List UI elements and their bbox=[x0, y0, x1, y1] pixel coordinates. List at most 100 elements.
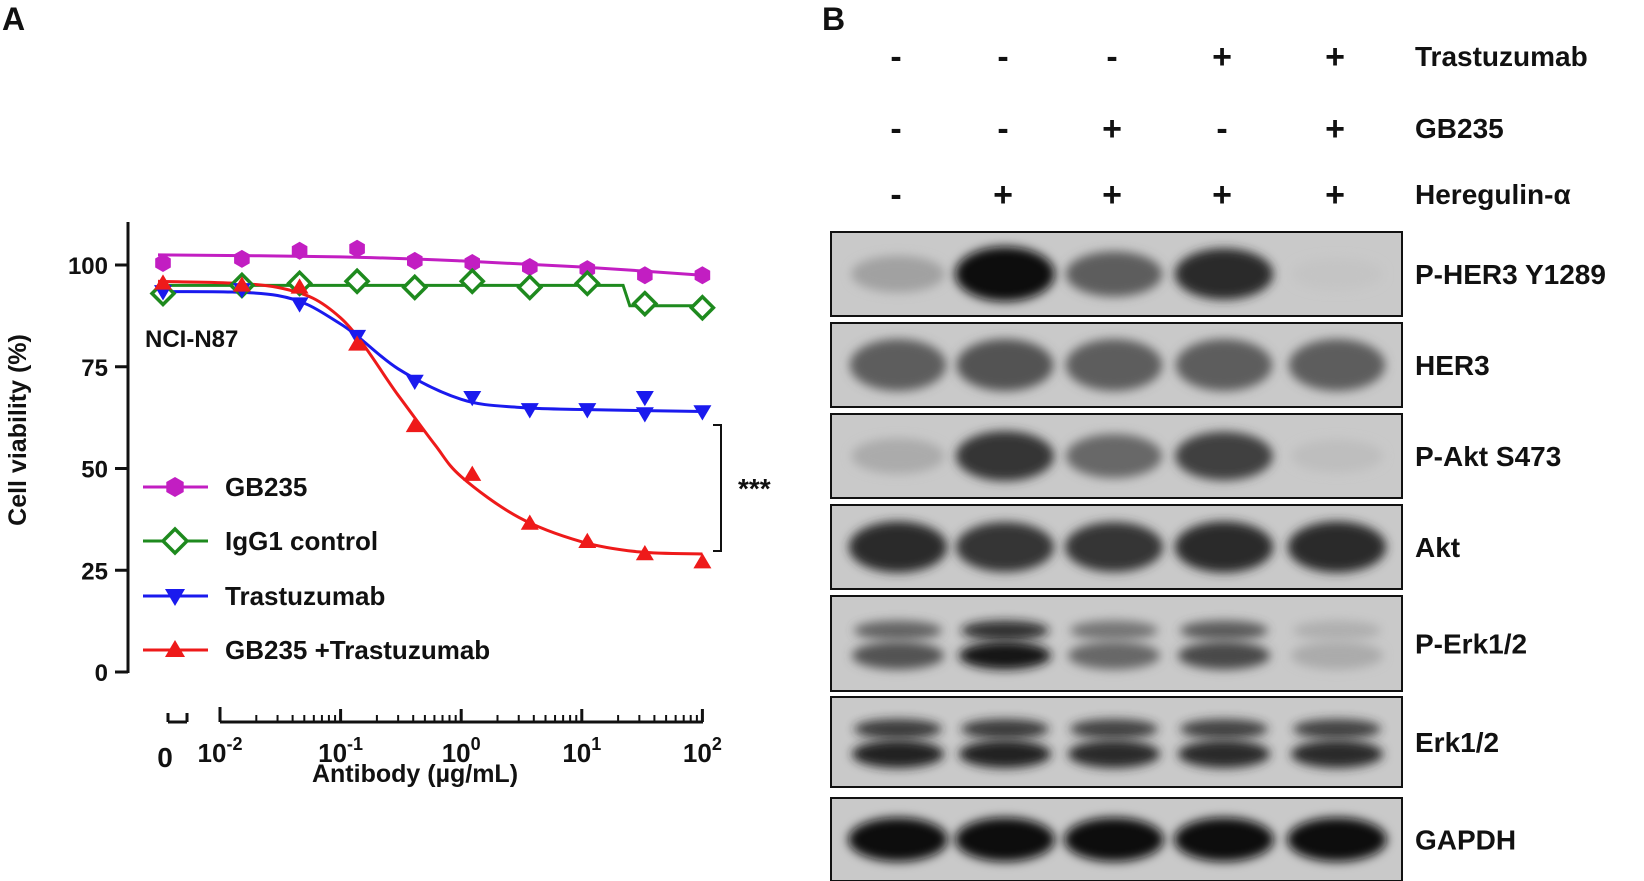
data-point bbox=[234, 249, 250, 268]
blot-band bbox=[848, 521, 948, 573]
blot-band bbox=[1175, 339, 1273, 391]
x-tick-label: 10-1 bbox=[318, 734, 363, 768]
fit-curve bbox=[157, 253, 703, 277]
data-point bbox=[463, 465, 482, 481]
blot-band bbox=[1175, 431, 1273, 481]
data-points bbox=[149, 239, 716, 569]
significance-bracket: *** bbox=[713, 424, 771, 552]
blot-band bbox=[851, 438, 945, 474]
data-point bbox=[458, 267, 486, 295]
legend-entry: GB235 bbox=[143, 472, 307, 502]
blot-band bbox=[959, 641, 1051, 670]
blot-band bbox=[1180, 620, 1268, 641]
blot-band bbox=[1291, 641, 1383, 670]
x-zero-label: 0 bbox=[157, 742, 173, 773]
blot-band bbox=[1287, 521, 1387, 573]
data-point bbox=[348, 335, 367, 351]
treatment-sign: - bbox=[890, 176, 901, 214]
fit-curve bbox=[157, 279, 703, 556]
data-point bbox=[155, 254, 171, 272]
blot-panel: HER3 bbox=[830, 322, 1490, 408]
y-axis: 0 25 50 75 100 bbox=[68, 222, 130, 687]
blot-band bbox=[956, 339, 1054, 391]
data-point bbox=[573, 269, 601, 297]
data-point bbox=[693, 553, 712, 569]
data-point bbox=[405, 416, 424, 433]
legend-label: GB235 bbox=[225, 472, 307, 502]
blot-label: P-Akt S473 bbox=[1415, 441, 1561, 472]
data-point bbox=[154, 274, 172, 290]
blot-band bbox=[1174, 248, 1274, 300]
treatment-sign: - bbox=[1216, 110, 1227, 148]
treatment-sign: + bbox=[1325, 110, 1345, 148]
blot-label: Erk1/2 bbox=[1415, 727, 1499, 758]
y-axis-label: Cell viability (%) bbox=[4, 334, 32, 526]
blot-band bbox=[1290, 257, 1384, 291]
treatment-label: Heregulin-α bbox=[1415, 179, 1571, 210]
data-point bbox=[290, 297, 309, 313]
treatment-sign: - bbox=[890, 110, 901, 148]
blot-band bbox=[854, 620, 942, 641]
treatment-label: Trastuzumab bbox=[1415, 41, 1588, 72]
treatment-sign: + bbox=[993, 176, 1013, 214]
data-point bbox=[520, 403, 539, 419]
panel-b-letter: B bbox=[822, 1, 845, 37]
cell-line-label: NCI-N87 bbox=[145, 326, 238, 353]
blot-band bbox=[1066, 434, 1162, 478]
data-point bbox=[290, 278, 309, 294]
data-point bbox=[637, 266, 653, 285]
data-point bbox=[349, 239, 365, 258]
western-blot-panels: P-HER3 Y1289 HER3 P-Akt S473 Akt P-Erk1/2 Erk… bbox=[830, 231, 1606, 881]
blot-band bbox=[1070, 620, 1158, 641]
data-point bbox=[520, 514, 539, 530]
blot-band bbox=[956, 431, 1054, 481]
data-point bbox=[631, 290, 659, 318]
blot-band bbox=[1065, 251, 1163, 297]
data-point bbox=[579, 260, 596, 279]
blot-band bbox=[1070, 719, 1158, 739]
blot-band bbox=[852, 641, 944, 670]
blot-label: HER3 bbox=[1415, 350, 1490, 381]
x-tick-label: 101 bbox=[562, 734, 601, 768]
x-axis: 0 10-2 10-1 100 101 102 bbox=[157, 707, 722, 773]
blot-panel: GAPDH bbox=[830, 797, 1516, 881]
legend-label: IgG1 control bbox=[225, 526, 378, 556]
blot-band bbox=[1293, 620, 1381, 641]
data-point bbox=[291, 241, 308, 260]
treatment-label: GB235 bbox=[1415, 113, 1504, 144]
blot-band bbox=[961, 719, 1049, 739]
blot-band bbox=[1174, 817, 1274, 862]
blot-panel: Akt bbox=[830, 504, 1460, 590]
blot-band bbox=[1174, 521, 1274, 573]
data-point bbox=[635, 544, 654, 561]
legend-label: GB235 +Trastuzumab bbox=[225, 635, 490, 665]
x-axis-label: Antibody (µg/mL) bbox=[312, 760, 518, 788]
panel-b: B - - - + + Trastuzumab - - + - + GB235 - + + + + Heregul… bbox=[822, 1, 1606, 881]
treatment-sign: - bbox=[890, 38, 901, 76]
blot-label: GAPDH bbox=[1415, 825, 1516, 856]
blot-band bbox=[1068, 641, 1160, 670]
treatment-sign: + bbox=[1325, 176, 1345, 214]
blot-band bbox=[1065, 339, 1163, 391]
legend-label: Trastuzumab bbox=[225, 581, 385, 611]
treatment-row: - + + + + Heregulin-α bbox=[890, 176, 1570, 214]
x-tick-label: 10-2 bbox=[198, 734, 243, 768]
fit-curve bbox=[158, 283, 703, 308]
data-point bbox=[463, 390, 482, 407]
data-point bbox=[405, 374, 424, 390]
blot-band bbox=[1178, 641, 1270, 670]
chart-legend: GB235 IgG1 control Trastuzumab GB235 +Trast… bbox=[143, 472, 490, 665]
legend-entry: Trastuzumab bbox=[143, 581, 385, 611]
data-point bbox=[464, 254, 480, 272]
blot-panel: P-Akt S473 bbox=[830, 413, 1561, 499]
blot-band bbox=[1064, 817, 1164, 862]
blot-band bbox=[1178, 740, 1270, 768]
treatment-matrix: - - - + + Trastuzumab - - + - + GB235 - + + + + Heregulin… bbox=[890, 38, 1587, 214]
legend-entry: IgG1 control bbox=[143, 526, 378, 556]
blot-band bbox=[1065, 522, 1163, 572]
data-point bbox=[635, 390, 654, 407]
data-point bbox=[232, 276, 251, 292]
blot-label: Akt bbox=[1415, 532, 1460, 563]
blot-panel: P-Erk1/2 bbox=[830, 595, 1527, 692]
data-point bbox=[578, 532, 597, 549]
